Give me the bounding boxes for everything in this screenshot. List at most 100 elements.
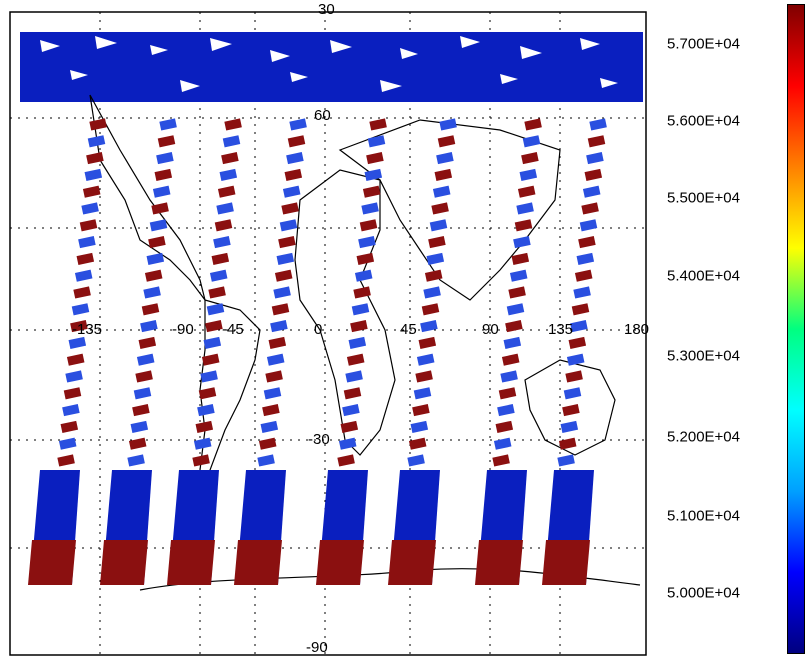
swath-segment [136,353,155,366]
swath-segment [587,135,606,148]
swath-segment [87,135,106,148]
swath-segment [565,370,583,383]
swath-segment [258,437,277,450]
swath-segment [353,286,371,299]
swath-segment [276,252,295,265]
swath-segment [78,236,96,249]
swath-segment [273,286,291,299]
swath-segment [203,336,222,349]
swath-segment [213,236,231,249]
label-lon-135: -135 [72,321,102,338]
swath-segment [154,168,173,181]
swath-segment [138,336,157,349]
swath-segment [586,152,604,165]
swath-segment [132,404,150,417]
swath-segment [209,269,228,282]
swath-segment [265,370,283,383]
swath-segment [135,370,153,383]
swath-southern-cap [28,540,76,585]
swath-segment [130,420,149,433]
swath-segment [563,387,582,400]
label-lon-135e: 135 [548,321,573,338]
swath-segment [268,336,287,349]
swath-segment [278,236,296,249]
swath-segment [76,252,95,265]
grid-labels: 30 -135 -90 -45 0 45 90 135 180 60 -30 -… [72,1,649,656]
swath-southern-cap [167,540,215,585]
swath-segment [219,168,238,181]
swath-segment [270,320,288,333]
label-lon-180: 180 [624,321,649,338]
label-lon-45: -45 [222,321,244,338]
swath-segment [281,202,299,215]
swath-segment [359,219,378,232]
swath-segment [358,236,376,249]
swath-segment [505,320,523,333]
swath-segment [84,168,103,181]
colorbar-label-52000: 5.200E+04 [667,428,740,446]
swath-segment [200,370,218,383]
swath-segment [343,387,362,400]
swath-segment [367,135,386,148]
swath-segment [71,303,90,316]
swath-segment [434,168,453,181]
swath-segment [141,303,160,316]
swath-segment [413,387,432,400]
swath-segment [143,286,161,299]
swath-segment [89,118,107,131]
swath-segment [282,185,301,198]
label-lon-0: 0 [314,321,322,338]
swath-segment [516,202,534,215]
swath-segment [513,236,531,249]
swath-segment [148,236,166,249]
swath-segment [271,303,290,316]
swath-segment [146,252,165,265]
swath-segment [152,185,171,198]
swath-segment [216,202,234,215]
map-frame [9,11,647,656]
swath-segment [361,202,379,215]
swath-segment [421,303,440,316]
swath-segment [345,370,363,383]
label-lat-30s: -30 [308,431,330,448]
swath-segment [201,353,220,366]
colorbar-label-53000: 5.300E+04 [667,347,740,365]
label-lon-45e: 45 [400,321,417,338]
swath-segment [412,404,430,417]
swath-segment [571,303,590,316]
swath-segment [511,252,530,265]
swath-segment [369,118,387,131]
swath-segment [429,219,448,232]
swath-segment [73,286,91,299]
swath-segment [506,303,525,316]
swath-segment [208,286,226,299]
swath-segment [576,252,595,265]
swath-segment [408,437,427,450]
swath-segment [501,353,520,366]
swath-segment [495,420,514,433]
swath-segment [342,404,360,417]
swath-segment [509,269,528,282]
swath-segment [508,286,526,299]
swath-southern-cap [234,540,282,585]
swath-segment [151,202,169,215]
swath-segment [262,404,280,417]
swath-segment [570,320,588,333]
label-lat-90s: -90 [306,639,328,656]
swath-segment [418,336,437,349]
swath-segment [144,269,163,282]
swath-segment [416,353,435,366]
swath-segment [573,286,591,299]
swath-southern-cap [316,540,364,585]
swath-segment [263,387,282,400]
swath-segment [274,269,293,282]
swath-segment [503,336,522,349]
swath-segment [351,303,370,316]
swath-segment [86,152,104,165]
swath-segment [436,152,454,165]
swath-segment [82,185,101,198]
swath-segment [356,252,375,265]
colorbar-label-56000: 5.600E+04 [667,112,740,130]
label-lon-90: -90 [172,321,194,338]
